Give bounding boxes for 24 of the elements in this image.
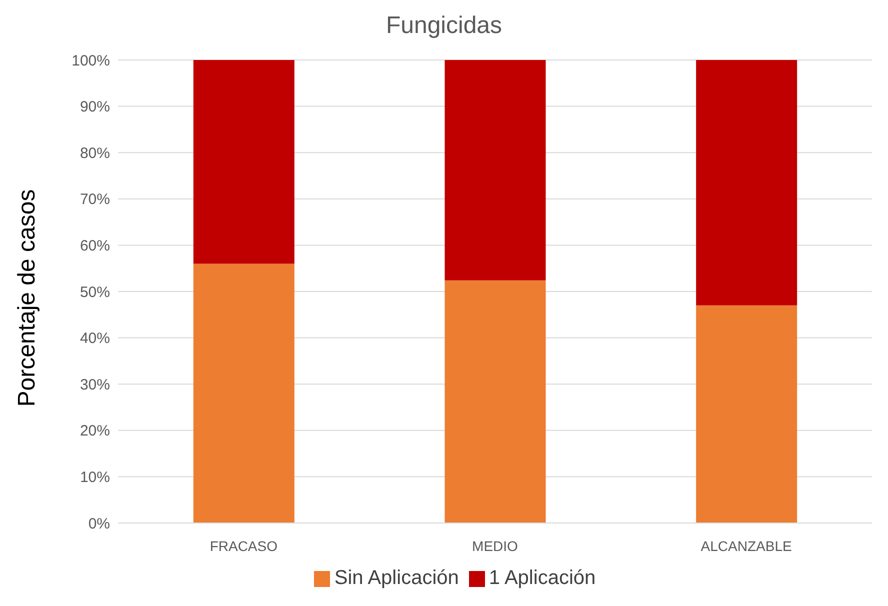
y-tick-label: 100%: [72, 52, 110, 70]
x-tick-label: ALCANZABLE: [700, 538, 792, 554]
y-tick-label: 20%: [80, 422, 110, 440]
bar: [696, 60, 798, 306]
y-tick-label: 30%: [80, 376, 110, 394]
y-tick-label: 50%: [80, 284, 110, 301]
legend-label: 1 Aplicación: [488, 567, 596, 589]
y-tick-label: 10%: [80, 469, 110, 486]
bar: [444, 60, 546, 280]
x-tick-label: FRACASO: [210, 538, 278, 554]
y-tick-label: 0%: [88, 515, 110, 532]
x-tick-label: MEDIO: [472, 538, 518, 554]
bar: [193, 264, 294, 523]
bar: [696, 305, 798, 523]
y-tick-label: 60%: [80, 238, 110, 255]
y-axis-title: Porcentaje de casos: [14, 189, 42, 407]
chart-title: Fungicidas: [384, 11, 504, 41]
bar: [444, 280, 546, 523]
bar: [193, 60, 294, 264]
y-tick-label: 70%: [80, 191, 110, 208]
legend-label: Sin Aplicación: [334, 567, 459, 589]
y-tick-label: 40%: [80, 330, 110, 348]
y-tick-label: 90%: [80, 98, 110, 116]
y-tick-label: 80%: [80, 144, 110, 162]
